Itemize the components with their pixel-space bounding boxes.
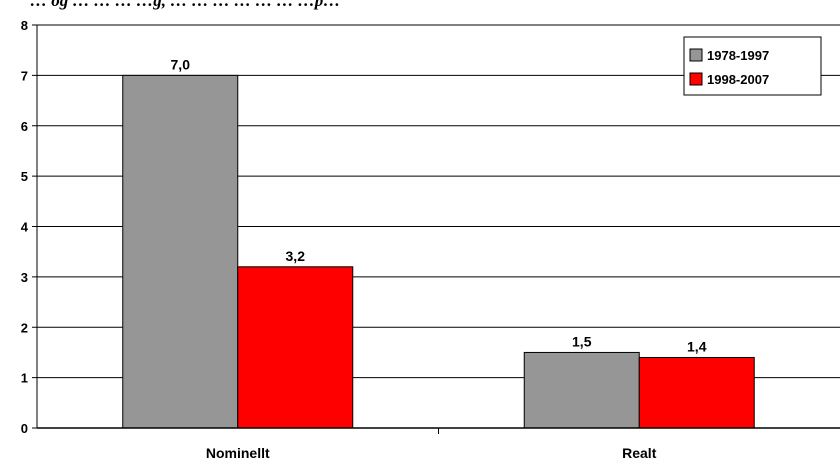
y-tick-label: 2 (21, 320, 28, 335)
x-tick-label: Realt (622, 445, 657, 461)
legend: 1978-1997 1998-2007 (683, 36, 822, 96)
y-tick-label: 0 (21, 421, 28, 436)
data-labels: 7,0 3,2 1,5 1,4 (171, 56, 707, 354)
axes: 0 1 2 3 4 5 6 7 8 Nominellt Realt (21, 18, 840, 461)
bar (638, 356, 755, 429)
y-tick-label: 1 (21, 371, 28, 386)
y-tick-label: 8 (21, 18, 28, 33)
bar (523, 351, 640, 429)
page-title: … og … … … …g, … … … … … … …p… (30, 0, 341, 10)
data-label: 1,5 (572, 333, 592, 349)
y-tick-label: 7 (21, 68, 28, 83)
legend-label: 1998-2007 (707, 72, 769, 87)
legend-swatch (689, 72, 703, 86)
y-tick-label: 4 (21, 220, 29, 235)
data-label: 1,4 (687, 338, 707, 354)
y-tick-label: 5 (21, 169, 28, 184)
bars (122, 74, 755, 429)
x-tick-label: Nominellt (206, 445, 270, 461)
data-label: 7,0 (171, 56, 191, 72)
data-label: 3,2 (286, 248, 306, 264)
bar (237, 266, 354, 429)
legend-label: 1978-1997 (707, 48, 769, 63)
y-tick-label: 6 (21, 119, 28, 134)
y-tick-label: 3 (21, 270, 28, 285)
bar (122, 74, 239, 429)
legend-box (683, 36, 822, 96)
legend-swatch (689, 48, 703, 62)
